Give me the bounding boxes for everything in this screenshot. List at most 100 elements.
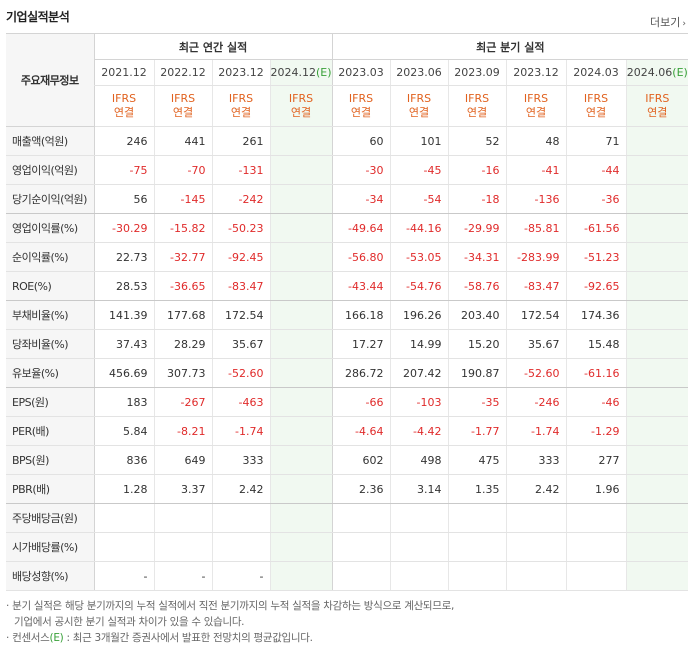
table-cell <box>505 532 567 562</box>
standard-consolidated: 연결 <box>172 106 194 119</box>
table-cell: 2.42 <box>505 474 567 504</box>
table-cell <box>93 503 154 533</box>
row-label: 당기순이익(억원) <box>6 184 94 214</box>
table-cell <box>625 155 689 185</box>
table-cell: -16 <box>447 155 507 185</box>
quarter-group-header: 최근 분기 실적 <box>331 33 689 60</box>
table-row: 당좌비율(%) 37.43 28.29 35.67 17.27 14.99 15.20 35.… <box>6 329 689 359</box>
period-2024-12: 2024.12(E) <box>269 59 333 86</box>
row-label: 영업이익률(%) <box>6 213 94 243</box>
table-cell <box>625 503 689 533</box>
table-cell: 196.26 <box>389 300 449 330</box>
row-label: 영업이익(억원) <box>6 155 94 185</box>
table-cell <box>625 213 689 243</box>
period-2023-12: 2023.12 <box>211 59 270 86</box>
period-2023-03: 2023.03 <box>331 59 391 86</box>
table-cell: 207.42 <box>389 358 449 388</box>
estimate-mark: (E) <box>49 632 64 644</box>
footnotes: · 분기 실적은 해당 분기까지의 누적 실적에서 직전 분기까지의 누적 실적… <box>6 598 454 646</box>
table-cell: 498 <box>389 445 449 475</box>
group-header-row: 주요재무정보 최근 연간 실적 최근 분기 실적 <box>6 33 689 127</box>
table-cell: 307.73 <box>153 358 212 388</box>
row-label: ROE(%) <box>6 271 94 301</box>
table-cell: -70 <box>153 155 212 185</box>
standard-ifrs: IFRS <box>523 92 549 105</box>
table-cell: 37.43 <box>93 329 154 359</box>
table-cell <box>211 503 270 533</box>
row-label: PER(배) <box>6 416 94 446</box>
standard-ifrs: IFRS <box>111 92 137 105</box>
standard-ifrs: IFRS <box>406 92 432 105</box>
table-cell: 456.69 <box>93 358 154 388</box>
table-cell: 1.96 <box>565 474 627 504</box>
table-cell <box>565 503 627 533</box>
table-cell: -463 <box>211 387 270 417</box>
table-cell <box>269 387 333 417</box>
period-label: 2024.03 <box>573 66 619 79</box>
table-cell: 52 <box>447 126 507 156</box>
table-cell: -1.74 <box>505 416 567 446</box>
table-cell <box>269 474 333 504</box>
table-cell: -8.21 <box>153 416 212 446</box>
standard-consolidated: 연결 <box>585 106 607 119</box>
table-cell: 172.54 <box>505 300 567 330</box>
table-cell <box>269 358 333 388</box>
table-cell: 17.27 <box>331 329 391 359</box>
table-cell: 183 <box>93 387 154 417</box>
table-cell: -83.47 <box>505 271 567 301</box>
table-cell <box>331 532 391 562</box>
table-cell: 649 <box>153 445 212 475</box>
table-cell <box>505 503 567 533</box>
table-cell: 56 <box>93 184 154 214</box>
more-label: 더보기 <box>650 16 681 29</box>
row-label: 당좌비율(%) <box>6 329 94 359</box>
table-row: PER(배) 5.84 -8.21 -1.74 -4.64 -4.42 -1.77 -1.74… <box>6 416 689 446</box>
table-cell <box>269 503 333 533</box>
table-cell: 246 <box>93 126 154 156</box>
table-cell <box>93 532 154 562</box>
accounting-standard: IFRS 연결 <box>389 85 449 127</box>
period-label: 2023.06 <box>396 66 442 79</box>
more-link[interactable]: 더보기 › <box>650 14 686 30</box>
table-cell: 2.42 <box>211 474 270 504</box>
table-cell <box>211 532 270 562</box>
table-cell: 141.39 <box>93 300 154 330</box>
table-cell <box>269 126 333 156</box>
table-cell: 14.99 <box>389 329 449 359</box>
table-cell <box>447 503 507 533</box>
standard-ifrs: IFRS <box>228 92 254 105</box>
table-cell: 5.84 <box>93 416 154 446</box>
table-cell: 28.29 <box>153 329 212 359</box>
table-cell: -83.47 <box>211 271 270 301</box>
estimate-mark: (E) <box>672 66 688 79</box>
section-title: 기업실적분석 <box>6 10 70 24</box>
consensus-label: 컨센서스 <box>12 632 50 644</box>
table-cell: -45 <box>389 155 449 185</box>
table-cell: -4.42 <box>389 416 449 446</box>
table-cell <box>331 561 391 591</box>
standard-ifrs: IFRS <box>583 92 609 105</box>
table-cell: -30.29 <box>93 213 154 243</box>
table-cell <box>625 271 689 301</box>
row-label: 순이익률(%) <box>6 242 94 272</box>
row-header-label: 주요재무정보 <box>6 33 94 127</box>
table-cell: -52.60 <box>505 358 567 388</box>
row-label: 유보율(%) <box>6 358 94 388</box>
table-cell: -131 <box>211 155 270 185</box>
period-label: 2024.12 <box>270 66 317 79</box>
period-header-row: 2021.12 2022.12 2023.12 2024.12(E) 2023.03 20… <box>6 59 689 86</box>
table-cell: -242 <box>211 184 270 214</box>
table-cell: -53.05 <box>389 242 449 272</box>
table-cell: 60 <box>331 126 391 156</box>
table-cell <box>625 561 689 591</box>
table-cell: 172.54 <box>211 300 270 330</box>
accounting-standard: IFRS 연결 <box>269 85 333 127</box>
table-cell: 1.28 <box>93 474 154 504</box>
table-cell: -44.16 <box>389 213 449 243</box>
table-cell: 3.14 <box>389 474 449 504</box>
standard-ifrs: IFRS <box>645 92 670 105</box>
table-row: BPS(원) 836 649 333 602 498 475 333 277 <box>6 445 689 475</box>
table-cell <box>331 503 391 533</box>
period-2024-06: 2024.06(E) <box>625 59 689 86</box>
footnote-1: · 분기 실적은 해당 분기까지의 누적 실적에서 직전 분기까지의 누적 실적… <box>6 600 455 612</box>
